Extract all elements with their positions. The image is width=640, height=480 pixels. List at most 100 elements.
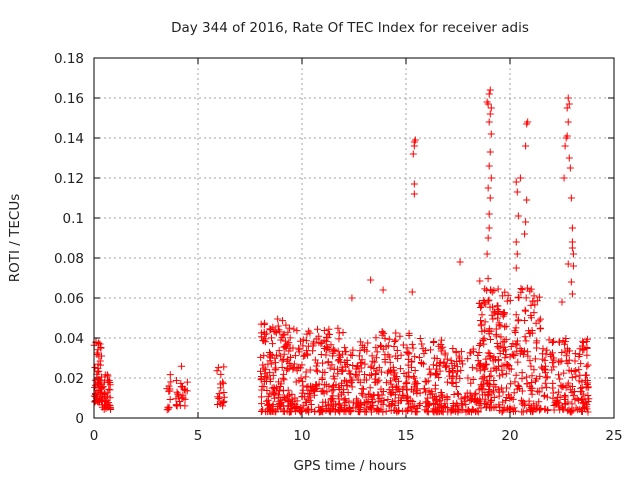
data-point bbox=[379, 388, 387, 396]
plot-frame bbox=[93, 57, 615, 419]
data-point bbox=[545, 336, 553, 344]
data-point bbox=[358, 389, 366, 397]
data-point bbox=[485, 210, 493, 218]
data-point bbox=[449, 380, 457, 388]
data-point bbox=[386, 366, 394, 374]
data-point bbox=[343, 381, 351, 389]
data-point bbox=[535, 293, 543, 301]
data-point bbox=[329, 382, 337, 390]
data-point bbox=[219, 402, 227, 410]
data-point bbox=[217, 370, 225, 378]
data-point bbox=[476, 340, 484, 348]
data-point bbox=[420, 350, 428, 358]
data-point bbox=[318, 374, 326, 382]
data-point bbox=[403, 378, 411, 386]
data-point bbox=[310, 338, 318, 346]
data-point bbox=[295, 348, 303, 356]
data-point bbox=[215, 390, 223, 398]
data-point bbox=[298, 393, 306, 401]
data-point bbox=[557, 382, 565, 390]
data-point bbox=[478, 382, 486, 390]
data-point bbox=[572, 367, 580, 375]
data-point bbox=[302, 373, 310, 381]
data-point bbox=[522, 307, 530, 315]
data-point bbox=[178, 383, 186, 391]
data-point bbox=[183, 378, 191, 386]
y-tick-label: 0 bbox=[75, 411, 84, 427]
data-point bbox=[568, 400, 576, 408]
data-point bbox=[312, 381, 320, 389]
data-point bbox=[399, 341, 407, 349]
data-point bbox=[537, 404, 545, 412]
data-point bbox=[568, 224, 576, 232]
data-point bbox=[411, 353, 419, 361]
data-point bbox=[277, 402, 285, 410]
data-point bbox=[528, 329, 536, 337]
data-point bbox=[279, 317, 287, 325]
data-point bbox=[521, 316, 529, 324]
x-tick-label: 15 bbox=[397, 428, 414, 444]
data-point bbox=[528, 390, 536, 398]
data-point bbox=[408, 363, 416, 371]
data-point bbox=[458, 400, 466, 408]
data-point bbox=[485, 162, 493, 170]
data-point bbox=[284, 328, 292, 336]
data-point bbox=[452, 383, 460, 391]
data-point bbox=[257, 367, 265, 375]
data-point bbox=[396, 332, 404, 340]
data-point bbox=[475, 361, 483, 369]
data-point bbox=[274, 315, 282, 323]
data-point bbox=[314, 367, 322, 375]
data-point bbox=[459, 360, 467, 368]
data-point bbox=[409, 344, 417, 352]
data-point bbox=[386, 377, 394, 385]
data-point bbox=[347, 351, 355, 359]
data-point bbox=[353, 363, 361, 371]
data-point bbox=[337, 390, 345, 398]
data-point bbox=[486, 403, 493, 411]
data-point bbox=[258, 386, 266, 394]
data-point bbox=[548, 349, 556, 357]
data-point bbox=[455, 352, 463, 360]
data-point bbox=[437, 407, 445, 415]
data-point bbox=[512, 178, 520, 186]
data-point bbox=[420, 385, 428, 393]
data-point bbox=[502, 370, 510, 378]
data-point bbox=[569, 392, 577, 400]
data-point bbox=[104, 392, 112, 400]
data-point bbox=[523, 373, 531, 381]
data-point bbox=[454, 390, 462, 398]
data-point bbox=[536, 372, 544, 380]
data-point bbox=[564, 260, 572, 268]
data-point bbox=[348, 294, 356, 302]
data-point bbox=[354, 376, 362, 384]
data-point bbox=[521, 333, 529, 341]
data-point bbox=[404, 407, 412, 415]
data-point bbox=[550, 363, 558, 371]
data-point bbox=[570, 367, 578, 375]
data-point bbox=[263, 387, 271, 395]
data-point bbox=[320, 381, 328, 389]
data-point bbox=[279, 331, 287, 339]
data-point bbox=[544, 406, 552, 414]
data-point bbox=[284, 396, 292, 404]
data-point bbox=[374, 405, 382, 413]
data-point bbox=[259, 361, 267, 369]
data-point bbox=[564, 359, 572, 367]
data-point bbox=[490, 377, 498, 385]
y-tick-label: 0.02 bbox=[54, 371, 84, 387]
data-point bbox=[461, 394, 469, 402]
data-point bbox=[583, 371, 591, 379]
data-point bbox=[302, 398, 310, 406]
data-point bbox=[495, 321, 503, 329]
data-point bbox=[322, 343, 330, 351]
data-point bbox=[181, 402, 189, 410]
data-point bbox=[304, 395, 312, 403]
data-point bbox=[293, 367, 301, 375]
data-point bbox=[431, 385, 439, 393]
data-point bbox=[278, 357, 286, 365]
data-point bbox=[568, 408, 576, 416]
y-tick-label: 0.14 bbox=[54, 131, 84, 147]
data-point bbox=[583, 345, 591, 353]
data-point bbox=[425, 365, 433, 373]
